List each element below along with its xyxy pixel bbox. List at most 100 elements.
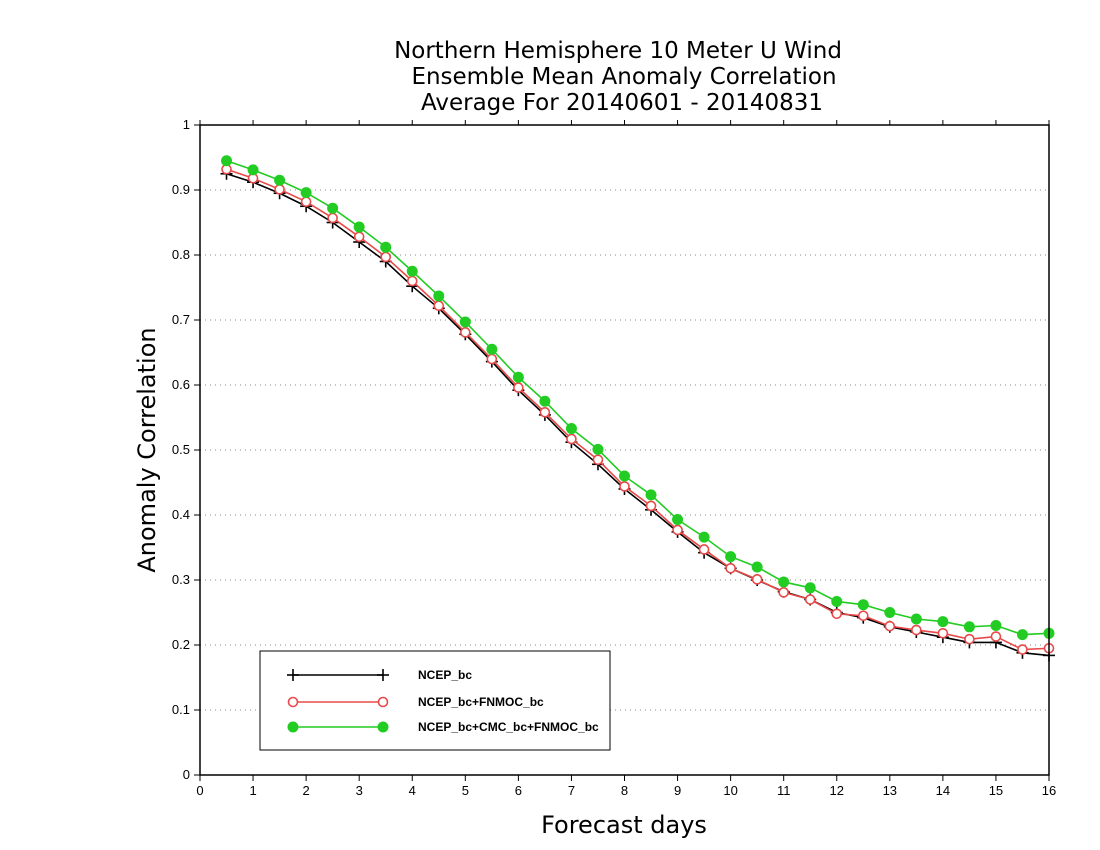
data-point [645,500,657,512]
data-point [300,196,312,207]
x-tick-label: 6 [515,783,522,798]
legend-label: NCEP_bc [418,668,472,682]
series-2 [221,163,1055,655]
legend: NCEP_bc NCEP_bc+FNMOC_bc NCEP_bc+CMC_bc+FN… [259,650,611,751]
x-tick-label: 11 [777,783,791,798]
data-point [539,395,551,407]
data-point [963,621,975,633]
x-tick-label: 3 [356,783,363,798]
data-point [380,251,392,263]
x-tick-label: 4 [409,783,416,798]
x-tick-label: 0 [196,783,203,798]
data-point [566,433,577,445]
x-tick-label: 2 [303,783,310,798]
series-line [226,172,1050,657]
legend-box [259,650,611,751]
data-point [990,631,1002,642]
data-point [512,371,524,383]
x-tick-label: 16 [1042,783,1056,798]
data-point [300,187,312,199]
series-1 [220,167,1055,662]
y-tick-label: 0.7 [172,312,190,327]
series-line [226,159,1050,636]
data-point [406,265,418,277]
y-tick-label: 0.4 [172,507,190,522]
legend-marker [377,696,389,708]
data-point [778,587,789,598]
legend-marker [287,696,299,708]
data-point [831,595,843,607]
x-tick-label: 15 [989,783,1003,798]
x-tick-label: 9 [674,783,681,798]
data-point [433,290,445,302]
legend-marker [377,721,389,733]
data-point [751,561,763,573]
data-point [698,544,710,555]
x-tick-label: 5 [462,783,469,798]
data-point [725,562,736,574]
title-line-3: Average For 20140601 - 20140831 [421,90,823,116]
legend-marker [287,721,299,733]
title-line-2: Ensemble Mean Anomaly Correlation [411,64,836,90]
data-point [327,202,339,214]
data-point [831,608,843,620]
data-point [460,327,471,338]
y-tick-label: 0.9 [172,182,190,197]
series-layer [220,155,1055,662]
y-tick-label: 0.5 [172,442,190,457]
data-point [910,613,922,625]
data-point [804,594,816,605]
chart-title: Northern Hemisphere 10 Meter U Wind Ense… [394,38,842,116]
data-point [672,524,683,536]
x-tick-label: 12 [830,783,844,798]
data-point [751,574,763,585]
y-axis-label: Anomaly Correlation [133,327,161,572]
data-point [433,300,445,312]
data-point [911,624,922,636]
data-point [619,470,630,482]
data-point [990,620,1002,631]
data-point [486,353,498,365]
data-point [592,454,604,466]
axis-ticks: 00.10.20.30.40.50.60.70.80.910 1 2 3 4 5 6 7 8 9 1… [172,117,1056,798]
x-tick-label: 7 [568,783,575,798]
data-point [539,406,551,418]
data-point [247,164,259,176]
x-tick-label: 8 [621,783,628,798]
legend-item: NCEP_bc [287,668,472,682]
data-point [937,616,949,628]
series-3 [221,155,1055,641]
data-point [937,627,949,639]
legend-marker [287,669,299,681]
data-point [327,212,338,224]
data-point [698,531,710,543]
data-point [406,275,418,287]
data-point [672,514,684,526]
y-tick-label: 1 [183,117,190,132]
data-point [645,489,657,501]
data-point [274,174,286,186]
legend-label: NCEP_bc+CMC_bc+FNMOC_bc [418,720,599,734]
data-point [513,382,524,393]
x-tick-label: 13 [883,783,897,798]
title-line-1: Northern Hemisphere 10 Meter U Wind [394,38,842,64]
data-point [778,576,790,588]
data-point [964,633,975,645]
data-point [1016,629,1028,641]
data-point [619,481,630,492]
data-point [857,599,869,611]
x-tick-label: 1 [249,783,256,798]
data-point [221,155,233,167]
data-point [592,443,604,455]
legend-item: NCEP_bc+CMC_bc+FNMOC_bc [287,720,599,734]
y-tick-label: 0.3 [172,572,190,587]
data-point [274,184,285,195]
data-point [486,343,498,355]
x-tick-label: 14 [936,783,950,798]
data-point [565,423,577,435]
legend-label: NCEP_bc+FNMOC_bc [418,695,544,709]
y-tick-label: 0.6 [172,377,190,392]
y-tick-label: 0.8 [172,247,190,262]
legend-item: NCEP_bc+FNMOC_bc [287,695,544,709]
